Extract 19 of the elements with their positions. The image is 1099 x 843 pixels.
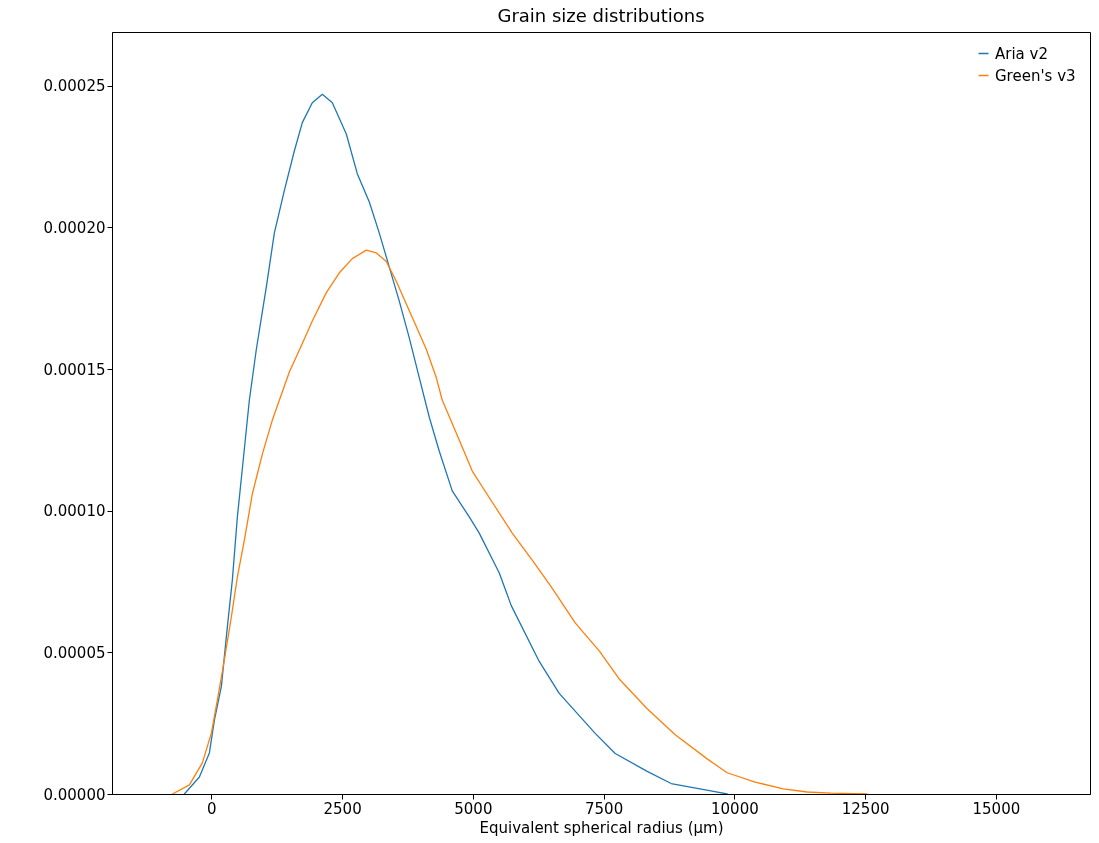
x-tick-label: 12500 <box>841 799 890 818</box>
chart-title: Grain size distributions <box>497 5 705 26</box>
legend-label: Green's v3 <box>995 66 1076 85</box>
y-tick-label: 0.00025 <box>43 77 106 96</box>
x-tick-label: 0 <box>207 799 217 818</box>
x-tick-label: 7500 <box>585 799 624 818</box>
y-tick-label: 0.00010 <box>43 502 106 521</box>
y-tick-label: 0.00015 <box>43 360 106 379</box>
y-tick-label: 0.00000 <box>43 785 106 804</box>
x-tick-label: 10000 <box>711 799 759 818</box>
x-tick-label: 5000 <box>454 799 493 818</box>
y-tick-label: 0.00020 <box>43 218 106 237</box>
y-tick-label: 0.00005 <box>43 643 106 662</box>
legend-label: Aria v2 <box>995 44 1048 63</box>
line-series <box>171 249 868 794</box>
x-tick-label: 15000 <box>972 799 1021 818</box>
line-series <box>183 93 728 794</box>
x-axis-title: Equivalent spherical radius (μm) <box>479 818 724 837</box>
x-tick-label: 2500 <box>323 799 362 818</box>
